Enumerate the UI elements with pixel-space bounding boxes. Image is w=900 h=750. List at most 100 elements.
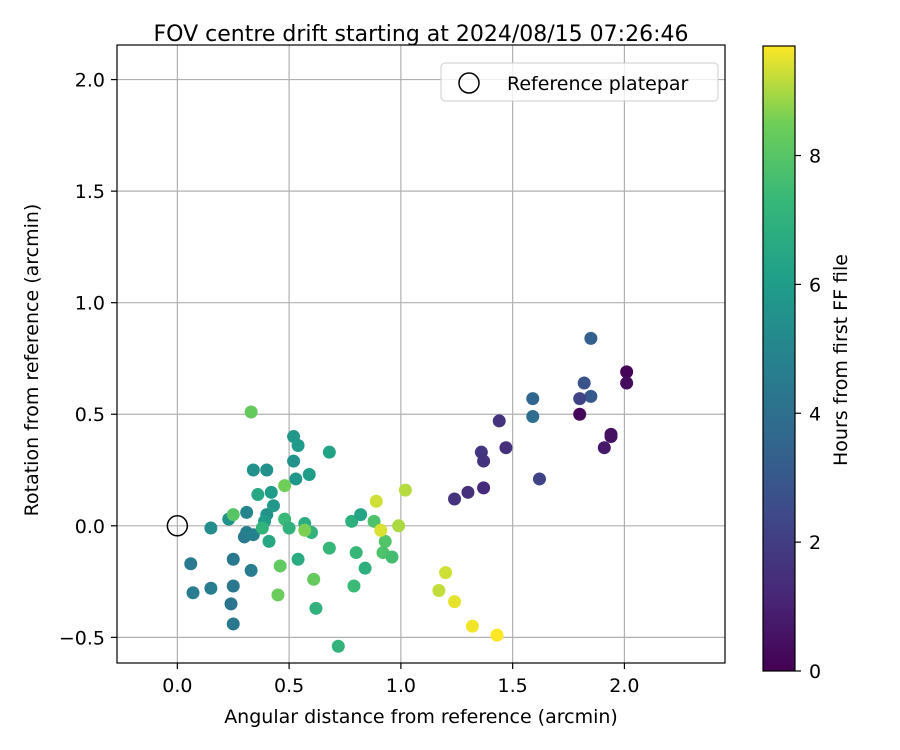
scatter-point (573, 392, 587, 406)
scatter-point (392, 519, 406, 533)
chart-title: FOV centre drift starting at 2024/08/15 … (154, 22, 689, 47)
scatter-point (244, 563, 258, 577)
x-axis-label: Angular distance from reference (arcmin) (224, 706, 618, 728)
x-tick-label: 1.5 (498, 675, 528, 697)
scatter-point (186, 586, 200, 600)
scatter-point (448, 492, 462, 506)
scatter-point (240, 505, 254, 519)
scatter-point (264, 485, 278, 499)
scatter-point (278, 479, 292, 493)
scatter-point (287, 454, 301, 468)
scatter-point (378, 534, 392, 548)
scatter-point (204, 521, 218, 535)
scatter-point (184, 557, 198, 571)
y-tick-label: 1.0 (75, 293, 105, 315)
reference-marker-group (166, 515, 189, 537)
colorbar-tick-label: 4 (809, 403, 821, 425)
scatter-point (432, 583, 446, 597)
scatter-point (347, 579, 361, 593)
scatter-point (573, 407, 587, 421)
scatter-point (291, 438, 305, 452)
scatter-point (577, 376, 591, 390)
legend-box (440, 62, 719, 102)
scatter-point (620, 376, 634, 390)
y-axis-label: Rotation from reference (arcmin) (21, 204, 43, 517)
x-tick-label: 1.0 (386, 675, 416, 697)
legend: Reference platepar (440, 62, 719, 102)
legend-label-reference: Reference platepar (507, 73, 689, 95)
x-tick-label: 0.0 (162, 675, 192, 697)
colorbar-ticks: 0 2 4 6 8 (795, 146, 821, 683)
scatter-point (499, 441, 513, 455)
scatter-point (298, 523, 312, 537)
legend-reference-marker (458, 72, 480, 94)
colorbar-tick-label: 2 (809, 532, 821, 554)
scatter-point (597, 441, 611, 455)
grid (117, 45, 725, 663)
plot-frame (116, 44, 726, 664)
scatter-point (331, 639, 345, 653)
scatter-point (322, 445, 336, 459)
y-tick-label: −0.5 (59, 627, 105, 649)
colorbar: 0 2 4 6 8 Hours from first FF file (762, 45, 852, 683)
colorbar-tick-label: 0 (809, 661, 821, 683)
y-tick-label: 0.0 (75, 516, 105, 538)
scatter-point (289, 472, 303, 486)
colorbar-gradient (762, 45, 796, 672)
scatter-point (246, 528, 260, 542)
x-tick-label: 0.5 (274, 675, 304, 697)
scatter-point (620, 365, 634, 379)
scatter-point (271, 588, 285, 602)
x-tick-label: 2.0 (609, 675, 639, 697)
scatter-point (266, 499, 280, 513)
plot-area (117, 45, 725, 663)
scatter-point (354, 508, 368, 522)
scatter-point (307, 572, 321, 586)
scatter-point (255, 521, 269, 535)
scatter-point (492, 414, 506, 428)
scatter-point (358, 561, 372, 575)
scatter-point (246, 463, 260, 477)
scatter-point (251, 488, 265, 502)
scatter-point (226, 579, 240, 593)
scatter-point (322, 541, 336, 555)
scatter-point (291, 552, 305, 566)
scatter-point (385, 550, 399, 564)
scatter-point (584, 331, 598, 345)
colorbar-label: Hours from first FF file (830, 254, 852, 466)
scatter-point (262, 534, 276, 548)
scatter-point (461, 485, 475, 499)
scatter-point (224, 597, 238, 611)
scatter-point (477, 481, 491, 495)
x-axis-ticks: 0.0 0.5 1.0 1.5 2.0 (162, 663, 640, 697)
y-tick-label: 2.0 (75, 70, 105, 92)
y-tick-label: 1.5 (75, 181, 105, 203)
reference-marker (166, 515, 189, 537)
scatter-point (282, 521, 296, 535)
scatter-point (490, 628, 504, 642)
scatter-point (309, 601, 323, 615)
scatter-point (367, 514, 381, 528)
scatter-point (374, 523, 388, 537)
scatter-point (369, 494, 383, 508)
scatter-point (349, 546, 363, 560)
scatter-point (226, 617, 240, 631)
scatter-point (439, 566, 453, 580)
scatter-point (532, 472, 546, 486)
scatter-point (345, 514, 359, 528)
scatter-point (398, 483, 412, 497)
scatter-point (260, 463, 274, 477)
scatter-point (526, 392, 540, 406)
scatter-points (184, 331, 634, 653)
scatter-point (204, 581, 218, 595)
y-tick-label: 0.5 (75, 404, 105, 426)
scatter-point (226, 508, 240, 522)
scatter-point (273, 559, 287, 573)
scatter-point (226, 552, 240, 566)
scatter-point (244, 405, 258, 419)
y-axis-ticks: −0.5 0.0 0.5 1.0 1.5 2.0 (59, 70, 117, 649)
scatter-point (465, 619, 479, 633)
scatter-point (477, 454, 491, 468)
scatter-point (604, 430, 618, 444)
scatter-point (584, 389, 598, 403)
